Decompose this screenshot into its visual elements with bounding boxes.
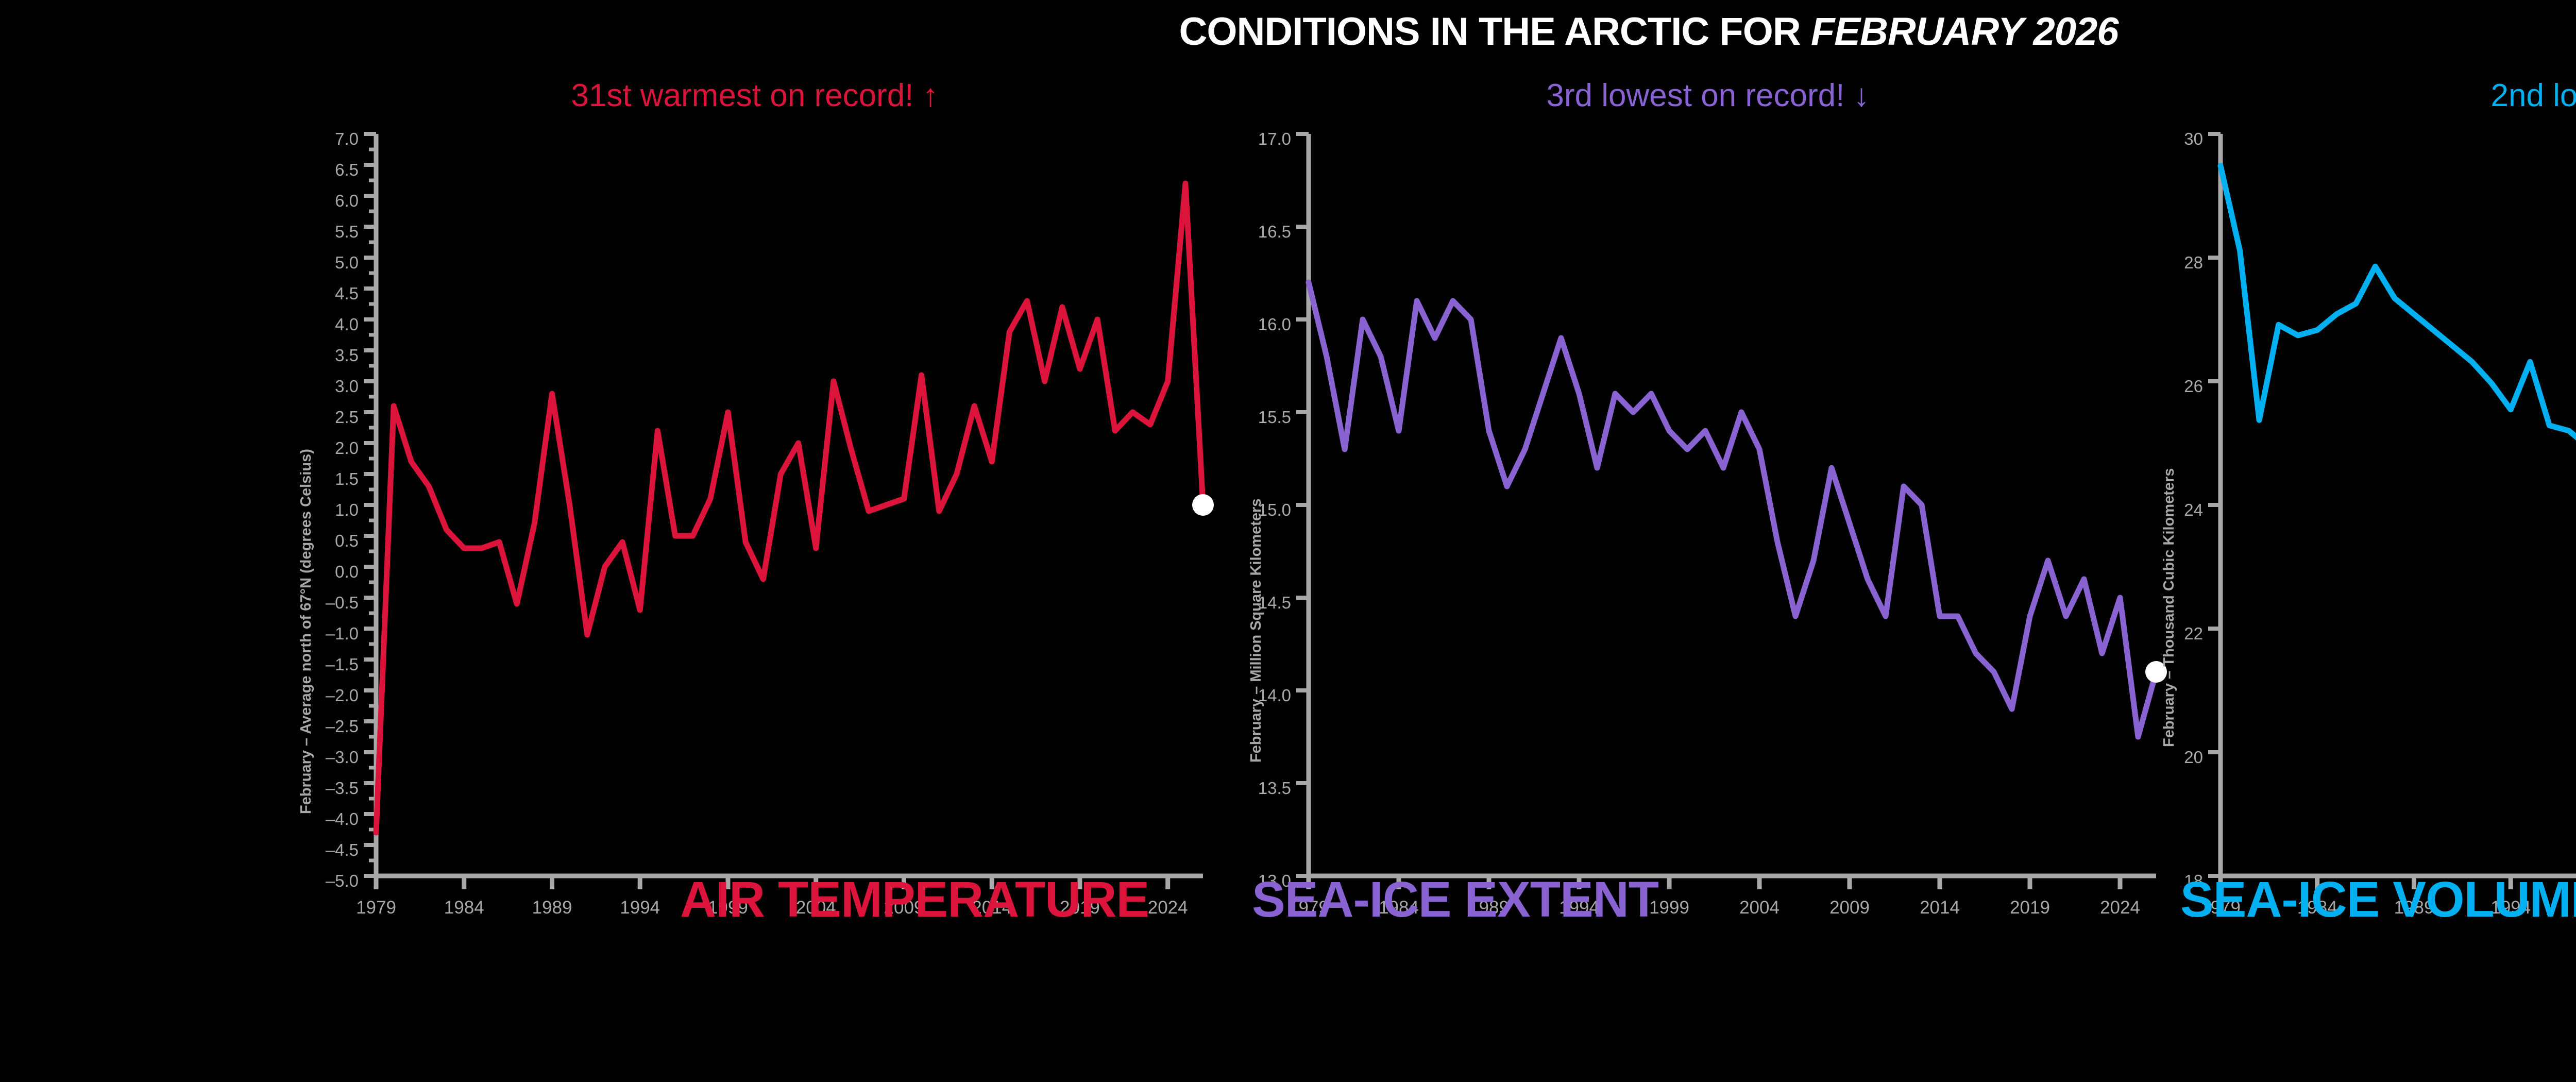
current-value-marker-extent	[2145, 661, 2167, 683]
x-tick-label: 2024	[1147, 898, 1188, 918]
plot-area-sea-ice-extent: 17.0 16.5 16.0 15.5 15.0 14.5 14.0 13.5 13.0 1979…	[1242, 129, 2174, 943]
line-chart-air-temperature	[364, 132, 1214, 889]
y-tick-label: –3.5	[325, 779, 359, 798]
x-tick-label: 1999	[708, 898, 748, 918]
y-tick-label: 3.0	[335, 377, 359, 396]
x-tick-label: 2019	[1060, 898, 1100, 918]
y-tick-label: 1.0	[335, 500, 359, 519]
x-tick-label: 1979	[356, 898, 396, 918]
y-tick-label: 20	[2184, 748, 2203, 767]
y-tick-label: 2.0	[335, 438, 359, 458]
panel-air-temperature: 31st warmest on record! ↑ February – Ave…	[289, 77, 1221, 1056]
x-tick-label: 2009	[1829, 898, 1870, 918]
line-chart-sea-ice-volume	[2208, 132, 2576, 889]
data-line-volume	[2217, 163, 2576, 441]
y-tick-label: 26	[2184, 377, 2203, 396]
page-title: CONDITIONS IN THE ARCTIC FOR FEBRUARY 20…	[0, 9, 2576, 54]
line-chart-sea-ice-extent	[1296, 132, 2167, 889]
x-tick-label: 1984	[444, 898, 484, 918]
x-tick-label: 2004	[1739, 898, 1780, 918]
x-tick-label: 1999	[1649, 898, 1689, 918]
subtitle-sea-ice-volume: 2nd lowest on record! ↓	[2490, 78, 2576, 113]
subtitle-air-temperature: 31st warmest on record! ↑	[571, 78, 939, 113]
y-tick-label: 14.0	[1258, 686, 1291, 705]
title-main-text: CONDITIONS IN THE ARCTIC FOR	[1179, 10, 1811, 54]
x-tick-label: 2009	[884, 898, 924, 918]
x-tick-label: 1994	[2490, 898, 2531, 918]
x-tick-label: 2014	[972, 898, 1012, 918]
y-tick-label: 18	[2184, 871, 2203, 890]
y-tick-label: –4.0	[325, 809, 359, 829]
y-tick-label: –5.0	[325, 871, 359, 890]
big-label-sea-ice-volume: SEA-ICE VOLUME	[2180, 871, 2576, 927]
x-tick-label: 1984	[2297, 898, 2337, 918]
plot-area-air-temperature: 7.0 6.5 6.0 5.5 5.0 4.5 4.0 3.5 3.0 2.5 2.0 1.5 1.0 0…	[289, 129, 1221, 943]
y-tick-label: 0.5	[335, 531, 359, 550]
y-tick-label: 14.5	[1258, 593, 1291, 612]
plot-area-sea-ice-volume: 3028262422201819791984198919941999200420…	[2154, 129, 2576, 943]
y-tick-label: 5.5	[335, 222, 359, 241]
y-tick-label: –2.5	[325, 717, 359, 736]
y-tick-label: 17.0	[1258, 129, 1291, 148]
y-tick-label: –1.5	[325, 655, 359, 674]
x-tick-label: 2019	[2010, 898, 2050, 918]
y-tick-label: 5.0	[335, 253, 359, 272]
x-tick-label: 1994	[620, 898, 660, 918]
subtitle-sea-ice-extent: 3rd lowest on record! ↓	[1546, 78, 1870, 113]
big-label-air-temperature: AIR TEMPERATURE	[680, 871, 1149, 927]
y-tick-label: 7.0	[335, 129, 359, 148]
x-tick-label: 2014	[1920, 898, 1960, 918]
y-tick-label: 13.5	[1258, 779, 1291, 798]
data-line-temperature	[373, 180, 1206, 836]
y-tick-label: 1.5	[335, 469, 359, 488]
y-tick-label: 30	[2184, 129, 2203, 148]
y-tick-label: 4.0	[335, 315, 359, 334]
x-tick-label: 1979	[1289, 898, 1329, 918]
x-tick-label: 1989	[2394, 898, 2434, 918]
y-tick-label: 2.5	[335, 408, 359, 427]
y-tick-label: 24	[2184, 500, 2203, 519]
x-tick-label: 1984	[1379, 898, 1419, 918]
title-month-text: FEBRUARY 2026	[1810, 10, 2119, 54]
y-tick-label: –4.5	[325, 840, 359, 859]
y-tick-label: –3.0	[325, 748, 359, 767]
x-tick-label: 2004	[795, 898, 836, 918]
data-line-extent	[1306, 279, 2159, 740]
y-tick-label: 16.5	[1258, 222, 1291, 241]
y-tick-label: 22	[2184, 624, 2203, 643]
x-tick-label: 1979	[2200, 898, 2241, 918]
panel-sea-ice-volume: 2nd lowest on record! ↓ February – Thous…	[2154, 77, 2576, 1056]
y-tick-label: 13.0	[1258, 871, 1291, 890]
y-tick-label: 15.5	[1258, 408, 1291, 427]
y-tick-label: 0.0	[335, 562, 359, 581]
x-tick-label: 2024	[2100, 898, 2140, 918]
y-tick-label: –0.5	[325, 593, 359, 612]
y-tick-label: 6.0	[335, 191, 359, 210]
y-tick-label: 4.5	[335, 284, 359, 303]
x-tick-label: 1994	[1559, 898, 1599, 918]
y-tick-label: 16.0	[1258, 315, 1291, 334]
big-label-sea-ice-extent: SEA-ICE EXTENT	[1252, 871, 1659, 927]
panel-sea-ice-extent: 3rd lowest on record! ↓ February – Milli…	[1242, 77, 2174, 1056]
y-tick-label: 3.5	[335, 346, 359, 365]
y-tick-label: –1.0	[325, 624, 359, 643]
y-tick-label: 15.0	[1258, 500, 1291, 519]
y-tick-label: 6.5	[335, 160, 359, 179]
x-tick-label: 1989	[532, 898, 572, 918]
current-value-marker-temperature	[1192, 494, 1214, 516]
y-tick-label: 28	[2184, 253, 2203, 272]
y-tick-label: –2.0	[325, 686, 359, 705]
x-tick-label: 1989	[1469, 898, 1509, 918]
